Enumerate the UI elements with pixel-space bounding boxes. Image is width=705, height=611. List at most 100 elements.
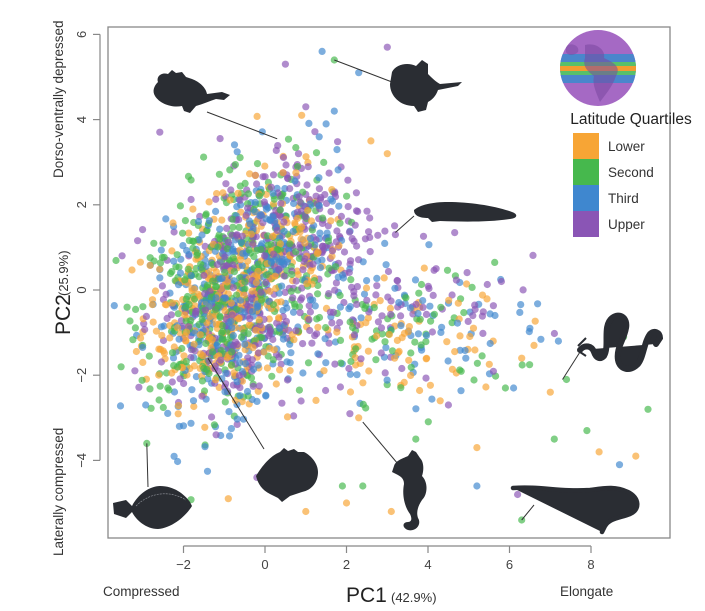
- data-point-third: [406, 304, 414, 312]
- data-point-lower: [181, 311, 189, 319]
- data-point-upper: [255, 382, 263, 390]
- data-point-second: [550, 435, 558, 443]
- data-point-upper: [216, 135, 224, 143]
- data-point-second: [143, 439, 151, 447]
- data-point-lower: [183, 328, 191, 336]
- data-point-second: [417, 280, 426, 289]
- data-point-second: [241, 278, 249, 286]
- data-point-upper: [270, 250, 278, 258]
- data-point-upper: [383, 43, 391, 51]
- data-point-upper: [280, 272, 288, 280]
- data-point-third: [236, 359, 244, 367]
- data-point-upper: [233, 420, 241, 428]
- data-point-upper: [131, 367, 139, 375]
- data-point-upper: [296, 243, 304, 252]
- y-tick-label: 2: [74, 201, 89, 208]
- data-point-lower: [286, 367, 294, 375]
- data-point-lower: [376, 297, 384, 305]
- snakehead-connector-line: [395, 215, 415, 233]
- data-point-lower: [245, 321, 253, 329]
- anglerfish-silhouette-icon: [153, 70, 230, 113]
- data-point-upper: [305, 302, 313, 310]
- data-point-upper: [272, 146, 280, 154]
- data-point-lower: [546, 388, 554, 396]
- data-point-upper: [479, 329, 487, 337]
- data-point-lower: [296, 225, 304, 233]
- data-point-second: [146, 385, 154, 393]
- data-point-upper: [352, 189, 360, 197]
- data-point-third: [414, 309, 422, 318]
- data-point-upper: [345, 228, 354, 236]
- data-point-second: [352, 345, 360, 353]
- data-point-upper: [229, 284, 237, 292]
- data-point-third: [316, 229, 324, 237]
- data-point-second: [269, 356, 277, 364]
- data-point-upper: [384, 267, 393, 276]
- data-point-second: [198, 377, 206, 385]
- legend-swatch-lower: [573, 133, 599, 159]
- data-point-second: [178, 344, 186, 353]
- data-point-lower: [251, 171, 259, 179]
- data-point-upper: [378, 312, 386, 320]
- data-point-second: [244, 190, 252, 198]
- data-point-third: [425, 241, 433, 249]
- data-point-second: [456, 366, 464, 374]
- data-point-third: [237, 238, 245, 246]
- data-point-lower: [362, 284, 371, 292]
- data-point-third: [189, 397, 198, 405]
- data-point-third: [316, 264, 324, 272]
- data-point-second: [159, 403, 167, 412]
- data-point-upper: [302, 103, 310, 111]
- data-point-lower: [137, 334, 145, 342]
- data-point-upper: [303, 181, 311, 189]
- data-point-third: [461, 346, 469, 355]
- data-point-third: [258, 240, 266, 248]
- data-point-third: [110, 302, 118, 310]
- data-point-upper: [306, 326, 314, 335]
- data-point-third: [201, 443, 209, 451]
- data-point-upper: [289, 294, 297, 302]
- data-point-lower: [448, 365, 456, 373]
- data-point-third: [486, 310, 494, 318]
- data-point-upper: [469, 312, 477, 320]
- data-point-second: [372, 356, 380, 364]
- data-point-second: [202, 211, 210, 219]
- data-point-second: [338, 482, 346, 490]
- data-point-lower: [271, 272, 279, 280]
- data-point-lower: [293, 214, 301, 222]
- data-point-upper: [529, 251, 537, 259]
- data-point-third: [246, 220, 254, 228]
- data-point-upper: [141, 325, 149, 334]
- data-point-third: [251, 208, 259, 216]
- pipefish-eel-silhouette-icon: [510, 485, 640, 535]
- data-point-upper: [257, 288, 265, 296]
- data-point-second: [417, 341, 425, 349]
- data-point-lower: [276, 366, 284, 374]
- data-point-second: [424, 418, 432, 426]
- data-point-second: [256, 333, 264, 341]
- data-point-second: [197, 260, 205, 268]
- data-point-third: [411, 276, 420, 284]
- data-point-third: [239, 250, 247, 258]
- data-point-upper: [550, 329, 559, 338]
- data-point-second: [427, 317, 435, 325]
- data-point-upper: [170, 228, 178, 236]
- data-point-third: [194, 217, 203, 226]
- data-point-third: [230, 141, 239, 149]
- data-point-upper: [308, 339, 316, 347]
- data-point-lower: [190, 340, 198, 348]
- data-point-lower: [313, 250, 321, 258]
- data-point-third: [116, 402, 125, 410]
- data-point-second: [262, 271, 270, 279]
- data-point-second: [361, 304, 369, 312]
- data-point-third: [615, 461, 624, 469]
- data-point-second: [407, 363, 415, 371]
- data-point-upper: [422, 310, 431, 318]
- data-point-second: [257, 245, 265, 253]
- data-point-third: [170, 257, 178, 265]
- data-point-upper: [282, 161, 290, 169]
- data-point-upper: [337, 212, 345, 220]
- data-point-lower: [307, 267, 315, 275]
- batfish-connector-line: [334, 59, 393, 83]
- data-point-third: [175, 335, 183, 343]
